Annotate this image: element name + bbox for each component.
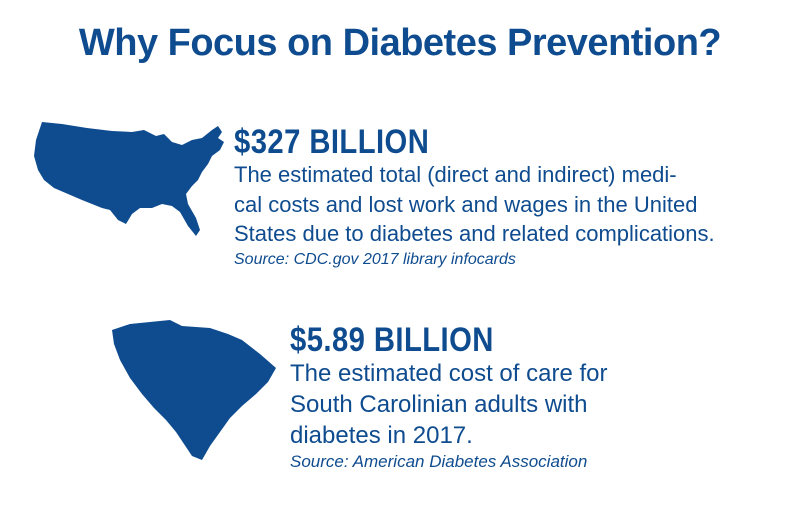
fact-description-line: States due to diabetes and related compl… [234,221,715,246]
page-title: Why Focus on Diabetes Prevention? [78,22,722,64]
usa-map-icon [32,120,228,242]
fact-description-line: cal costs and lost work and wages in the… [234,191,698,217]
fact-amount: $327 BILLION [234,123,430,161]
fact-description-line: The estimated cost of care for [290,360,608,387]
fact-source: Source: CDC.gov 2017 library infocards [234,250,516,268]
fact-description: The estimated cost of care for South Car… [290,358,607,451]
fact-description-line: The estimated total (direct and indirect… [234,162,677,187]
south-carolina-map-icon [110,320,282,462]
fact-description: The estimated total (direct and indirect… [234,160,715,249]
fact-amount: $5.89 BILLION [290,321,494,359]
fact-description-line: South Carolinian adults with [290,391,588,418]
fact-source: Source: American Diabetes Association [290,452,588,471]
fact-description-line: diabetes in 2017. [290,422,473,449]
